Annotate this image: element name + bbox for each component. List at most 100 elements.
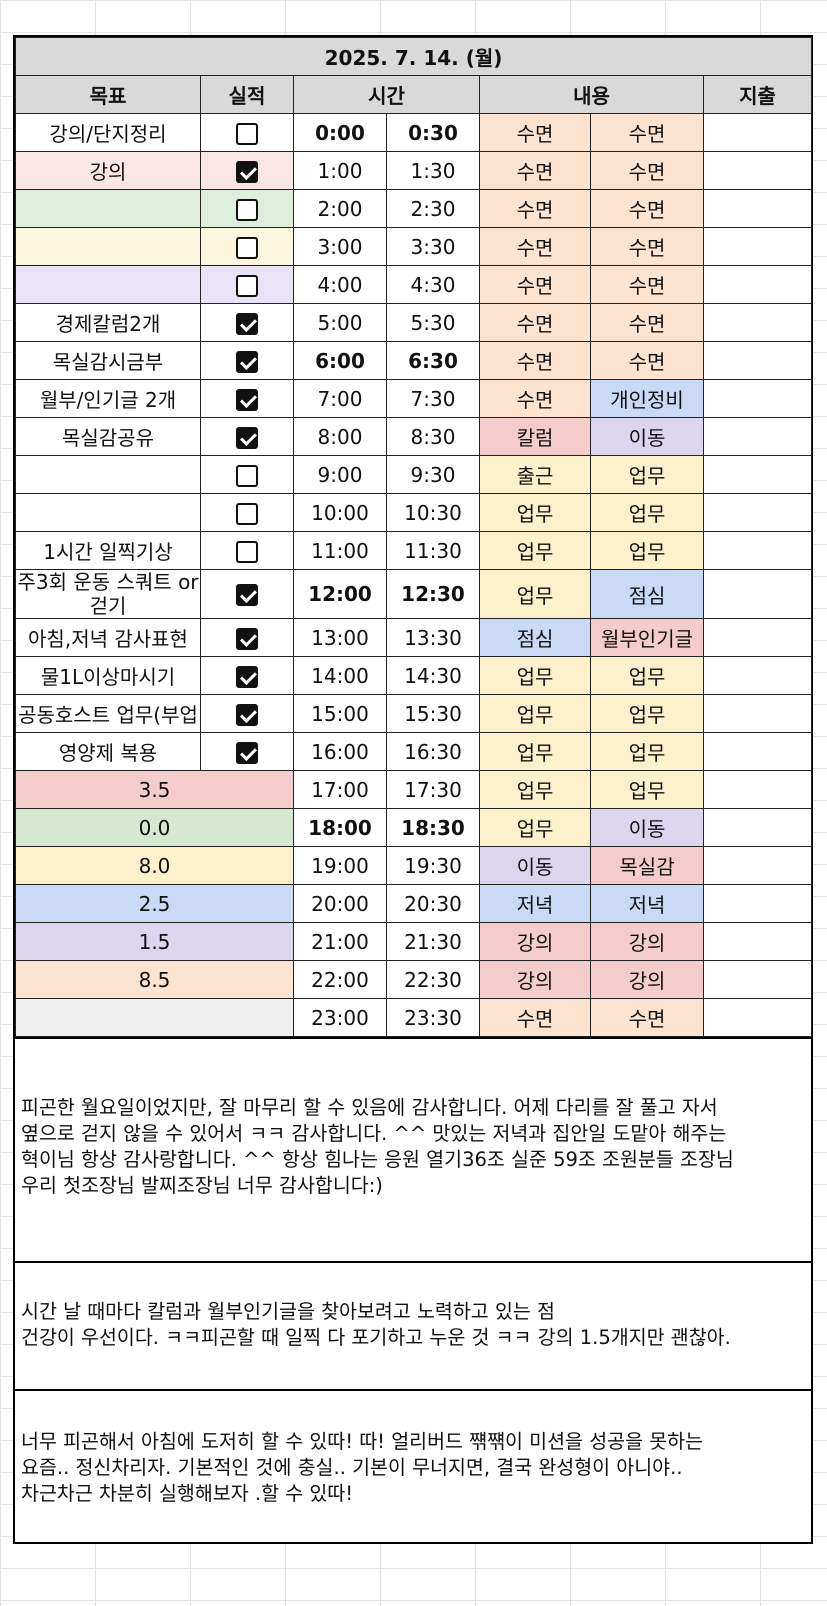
activity-cell[interactable]: 수면 (479, 227, 591, 266)
checkbox-checked[interactable] (236, 426, 258, 449)
checkbox-checked[interactable] (236, 312, 258, 335)
goal-cell[interactable]: 1시간 일찍기상 (15, 531, 201, 570)
activity-cell[interactable]: 강의 (590, 922, 704, 961)
reflection-note[interactable]: 너무 피곤해서 아침에 도저히 할 수 있따! 따! 얼리버드 쨲쨲이 미션을 … (15, 1389, 811, 1542)
expense-cell[interactable] (702, 569, 813, 619)
goal-cell[interactable]: 강의 (15, 151, 201, 190)
activity-cell[interactable]: 업무 (590, 694, 704, 733)
activity-cell[interactable]: 점심 (479, 618, 591, 657)
summary-cell[interactable]: 0.0 (15, 808, 294, 847)
activity-cell[interactable]: 수면 (479, 151, 591, 190)
expense-cell[interactable] (702, 656, 813, 695)
activity-cell[interactable]: 업무 (479, 694, 591, 733)
activity-cell[interactable]: 개인정비 (590, 379, 704, 418)
activity-cell[interactable]: 수면 (590, 151, 704, 190)
goal-cell[interactable]: 아침,저녁 감사표현 (15, 618, 201, 657)
expense-cell[interactable] (702, 732, 813, 771)
activity-cell[interactable]: 수면 (590, 227, 704, 266)
goal-cell[interactable]: 공동호스트 업무(부업 (15, 694, 201, 733)
expense-cell[interactable] (702, 227, 813, 266)
activity-cell[interactable]: 수면 (479, 998, 591, 1037)
checkbox-unchecked[interactable] (236, 502, 258, 525)
activity-cell[interactable]: 강의 (479, 922, 591, 961)
checkbox-checked[interactable] (236, 703, 258, 726)
activity-cell[interactable]: 업무 (479, 770, 591, 809)
expense-cell[interactable] (702, 113, 813, 152)
goal-cell[interactable]: 영양제 복용 (15, 732, 201, 771)
activity-cell[interactable]: 업무 (479, 656, 591, 695)
activity-cell[interactable]: 수면 (590, 265, 704, 304)
checkbox-checked[interactable] (236, 584, 258, 607)
praise-note[interactable]: 시간 날 때마다 칼럼과 월부인기글을 찾아보려고 노력하고 있는 점 건강이 … (15, 1261, 811, 1389)
checkbox-checked[interactable] (236, 665, 258, 688)
goal-cell[interactable]: 월부/인기글 2개 (15, 379, 201, 418)
checkbox-unchecked[interactable] (236, 464, 258, 487)
summary-cell[interactable]: 8.0 (15, 846, 294, 885)
expense-cell[interactable] (702, 618, 813, 657)
activity-cell[interactable]: 월부인기글 (590, 618, 704, 657)
activity-cell[interactable]: 강의 (479, 960, 591, 999)
activity-cell[interactable]: 이동 (590, 808, 704, 847)
checkbox-checked[interactable] (236, 627, 258, 650)
activity-cell[interactable]: 수면 (479, 113, 591, 152)
activity-cell[interactable]: 업무 (479, 732, 591, 771)
expense-cell[interactable] (702, 189, 813, 228)
activity-cell[interactable]: 수면 (479, 303, 591, 342)
activity-cell[interactable]: 수면 (590, 303, 704, 342)
summary-cell[interactable]: 8.5 (15, 960, 294, 999)
expense-cell[interactable] (702, 455, 813, 494)
activity-cell[interactable]: 점심 (590, 569, 704, 619)
activity-cell[interactable]: 이동 (479, 846, 591, 885)
checkbox-checked[interactable] (236, 741, 258, 764)
goal-cell[interactable] (15, 455, 201, 494)
goal-cell[interactable]: 목실감시금부 (15, 341, 201, 380)
expense-cell[interactable] (702, 341, 813, 380)
activity-cell[interactable]: 업무 (590, 770, 704, 809)
checkbox-checked[interactable] (236, 350, 258, 373)
checkbox-unchecked[interactable] (236, 122, 258, 145)
activity-cell[interactable]: 저녁 (479, 884, 591, 923)
checkbox-unchecked[interactable] (236, 540, 258, 563)
goal-cell[interactable]: 목실감공유 (15, 417, 201, 456)
activity-cell[interactable]: 업무 (479, 493, 591, 532)
checkbox-unchecked[interactable] (236, 198, 258, 221)
activity-cell[interactable]: 업무 (479, 569, 591, 619)
activity-cell[interactable]: 업무 (590, 493, 704, 532)
activity-cell[interactable]: 업무 (590, 656, 704, 695)
expense-cell[interactable] (702, 265, 813, 304)
expense-cell[interactable] (702, 808, 813, 847)
activity-cell[interactable]: 칼럼 (479, 417, 591, 456)
expense-cell[interactable] (702, 531, 813, 570)
gratitude-note[interactable]: 피곤한 월요일이었지만, 잘 마무리 할 수 있음에 감사합니다. 어제 다리를… (15, 1037, 811, 1261)
expense-cell[interactable] (702, 770, 813, 809)
expense-cell[interactable] (702, 379, 813, 418)
expense-cell[interactable] (702, 998, 813, 1037)
summary-cell[interactable]: 1.5 (15, 922, 294, 961)
summary-cell[interactable] (15, 998, 294, 1037)
expense-cell[interactable] (702, 884, 813, 923)
activity-cell[interactable]: 수면 (590, 189, 704, 228)
activity-cell[interactable]: 이동 (590, 417, 704, 456)
expense-cell[interactable] (702, 694, 813, 733)
checkbox-checked[interactable] (236, 160, 258, 183)
goal-cell[interactable]: 경제칼럼2개 (15, 303, 201, 342)
activity-cell[interactable]: 수면 (479, 265, 591, 304)
summary-cell[interactable]: 3.5 (15, 770, 294, 809)
expense-cell[interactable] (702, 417, 813, 456)
activity-cell[interactable]: 수면 (590, 341, 704, 380)
activity-cell[interactable]: 목실감 (590, 846, 704, 885)
goal-cell[interactable] (15, 265, 201, 304)
goal-cell[interactable]: 물1L이상마시기 (15, 656, 201, 695)
activity-cell[interactable]: 업무 (479, 808, 591, 847)
activity-cell[interactable]: 업무 (590, 455, 704, 494)
activity-cell[interactable]: 수면 (590, 113, 704, 152)
activity-cell[interactable]: 업무 (479, 531, 591, 570)
goal-cell[interactable]: 강의/단지정리 (15, 113, 201, 152)
summary-cell[interactable]: 2.5 (15, 884, 294, 923)
goal-cell[interactable] (15, 189, 201, 228)
expense-cell[interactable] (702, 151, 813, 190)
activity-cell[interactable]: 수면 (479, 189, 591, 228)
checkbox-unchecked[interactable] (236, 274, 258, 297)
expense-cell[interactable] (702, 303, 813, 342)
activity-cell[interactable]: 강의 (590, 960, 704, 999)
